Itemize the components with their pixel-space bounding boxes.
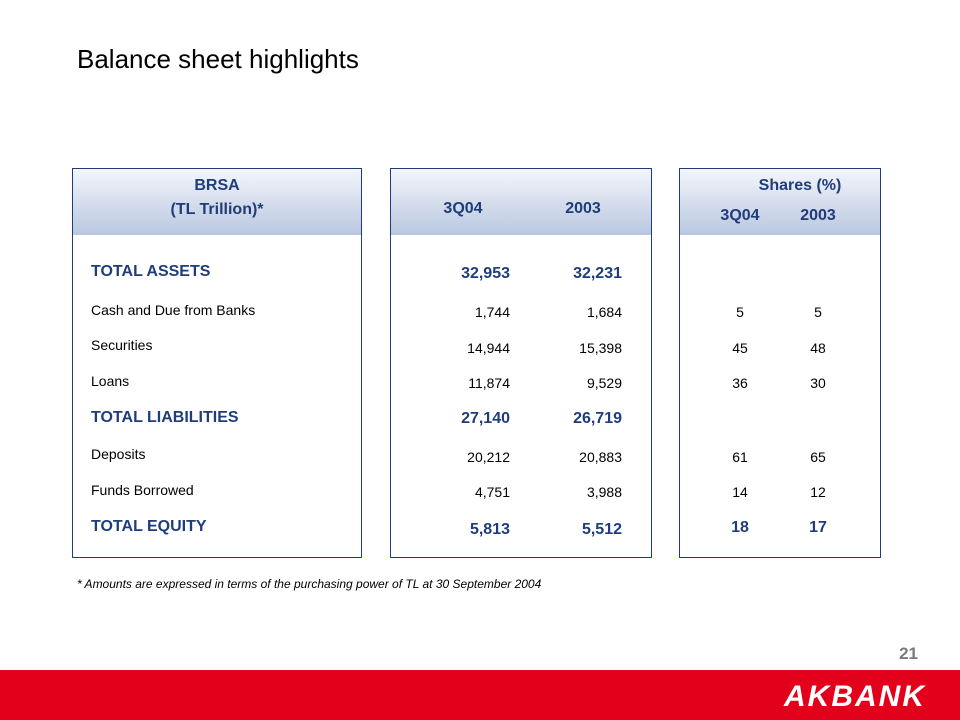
- value-3q04: 20,212: [467, 449, 510, 465]
- value-2003: 26,719: [573, 410, 622, 427]
- share-3q04: 18: [731, 519, 749, 536]
- header-shares-3q04: 3Q04: [720, 207, 760, 224]
- header-unit: (TL Trillion)*: [170, 201, 264, 218]
- page-number: 21: [899, 644, 918, 663]
- share-3q04: 61: [732, 449, 748, 465]
- header-3q04: 3Q04: [443, 200, 483, 217]
- value-2003: 1,684: [586, 304, 622, 320]
- header-shares: Shares (%): [758, 177, 842, 194]
- row-label: Cash and Due from Banks: [91, 302, 256, 318]
- share-3q04: 36: [732, 375, 748, 391]
- share-2003: 48: [810, 340, 826, 356]
- footnote: * Amounts are expressed in terms of the …: [77, 577, 542, 591]
- header-brsa: BRSA: [194, 177, 240, 194]
- shares-panel: Shares (%) 3Q04 2003 5 5 45 48 36 30 61 …: [679, 168, 881, 558]
- row-label: Loans: [91, 373, 130, 389]
- row-label: Securities: [91, 337, 153, 353]
- row-label: TOTAL LIABILITIES: [91, 409, 239, 426]
- footer-bar: AKBANK: [0, 670, 960, 720]
- values-panel-header: [391, 169, 651, 235]
- page-title: Balance sheet highlights: [77, 44, 359, 74]
- row-label: TOTAL ASSETS: [91, 263, 211, 280]
- values-panel: 3Q04 2003 32,953 32,231 1,744 1,684 14,9…: [390, 168, 652, 558]
- shares-panel-header: [680, 169, 880, 235]
- labels-panel: BRSA (TL Trillion)* TOTAL ASSETS Cash an…: [72, 168, 362, 558]
- value-3q04: 5,813: [469, 521, 510, 538]
- row-label: TOTAL EQUITY: [91, 518, 207, 535]
- value-3q04: 32,953: [461, 265, 510, 282]
- value-2003: 15,398: [579, 340, 622, 356]
- row-label: Funds Borrowed: [91, 482, 194, 498]
- value-3q04: 27,140: [461, 410, 510, 427]
- value-3q04: 11,874: [468, 375, 510, 391]
- value-3q04: 1,744: [474, 304, 510, 320]
- share-3q04: 45: [732, 340, 748, 356]
- labels-panel-header: [73, 169, 361, 235]
- value-2003: 20,883: [579, 449, 622, 465]
- share-2003: 12: [810, 484, 826, 500]
- value-3q04: 14,944: [467, 340, 510, 356]
- brand-logo: AKBANK: [784, 680, 926, 713]
- share-2003: 5: [814, 304, 822, 320]
- share-2003: 30: [810, 375, 826, 391]
- share-3q04: 5: [736, 304, 744, 320]
- share-2003: 65: [810, 449, 826, 465]
- value-2003: 32,231: [573, 265, 622, 282]
- share-3q04: 14: [732, 484, 748, 500]
- header-2003: 2003: [565, 200, 601, 217]
- value-2003: 5,512: [581, 521, 622, 538]
- share-2003: 17: [809, 519, 827, 536]
- row-label: Deposits: [91, 446, 146, 462]
- value-2003: 3,988: [586, 484, 622, 500]
- header-shares-2003: 2003: [800, 207, 836, 224]
- value-3q04: 4,751: [474, 484, 510, 500]
- value-2003: 9,529: [586, 375, 622, 391]
